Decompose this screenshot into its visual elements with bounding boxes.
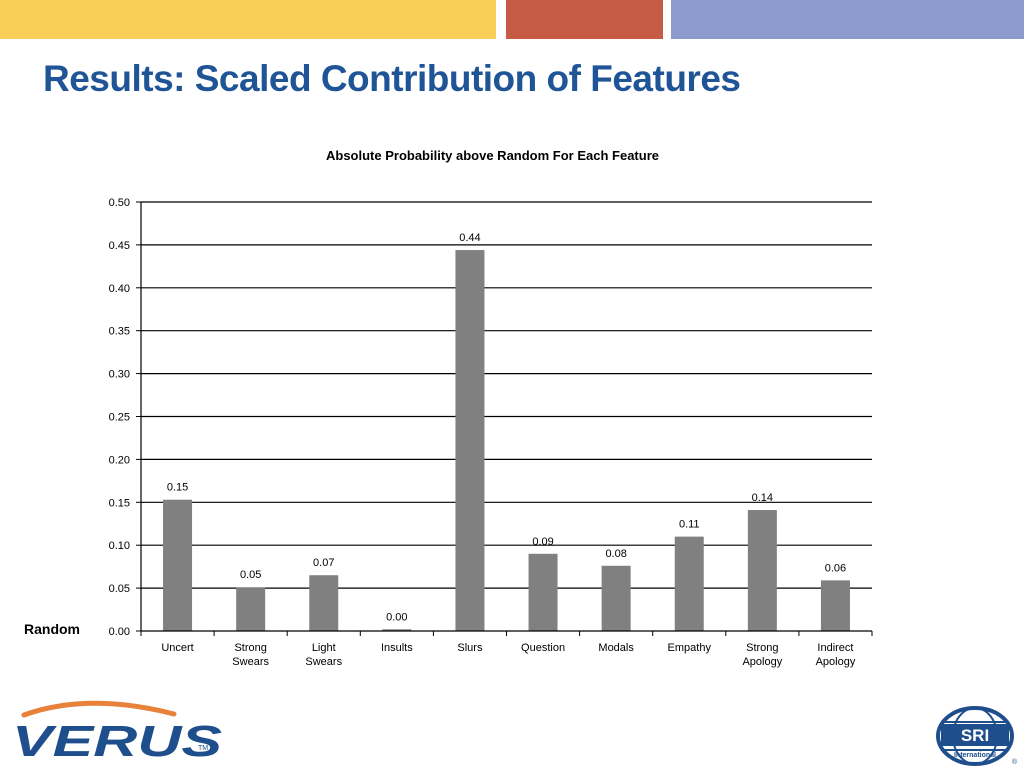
y-tick-label: 0.45 [109,240,130,252]
y-tick-label: 0.35 [109,326,130,338]
x-tick-label-line: Strong [234,642,266,654]
sri-international-logo: SRI International ® [936,706,1018,766]
data-label: 0.11 [679,519,700,531]
random-baseline-label: Random [24,621,80,637]
x-tick-label: Insults [381,642,413,654]
x-tick-label: Light Swears [305,642,342,668]
data-label: 0.05 [240,569,261,581]
x-tick-label: Question [521,642,565,654]
data-label: 0.15 [167,482,188,494]
bar [601,565,631,631]
bar [674,536,704,631]
x-tick-label-line: Empathy [668,642,712,654]
x-tick-label-line: Apology [742,656,782,668]
y-tick-label: 0.50 [109,197,130,209]
x-tick-label-line: Uncert [161,642,193,654]
x-tick-label-line: Swears [232,656,269,668]
verus-trademark: TM [198,745,208,752]
x-tick-label: Indirect Apology [816,642,856,668]
sri-logo-text: SRI [961,726,989,745]
y-tick-label: 0.05 [109,583,130,595]
header-band-yellow [0,0,496,39]
data-label: 0.09 [532,536,553,548]
bar [455,250,485,631]
x-tick-label-line: Apology [816,656,856,668]
x-tick-label-line: Slurs [457,642,483,654]
x-tick-label-line: Insults [381,642,413,654]
y-tick-label: 0.00 [109,626,130,638]
x-tick-label-line: Light [312,642,336,654]
x-tick-label-line: Modals [598,642,634,654]
bar [382,629,412,631]
sri-logo-subtext: International [954,752,996,759]
header-band-blue [671,0,1024,39]
data-label: 0.06 [825,562,846,574]
y-tick-label: 0.25 [109,412,130,424]
data-label: 0.07 [313,557,334,569]
slide-title: Results: Scaled Contribution of Features [43,58,741,99]
x-tick-label-line: Question [521,642,565,654]
x-tick-label-line: Swears [305,656,342,668]
bar [528,553,558,631]
bar [236,587,266,631]
data-label: 0.00 [386,611,407,623]
verus-logo: VERUS TM [12,700,222,764]
y-tick-label: 0.20 [109,454,130,466]
chart-title: Absolute Probability above Random For Ea… [326,148,659,163]
y-tick-label: 0.30 [109,369,130,381]
x-tick-label: Modals [598,642,634,654]
y-tick-label: 0.10 [109,540,130,552]
x-tick-label: Uncert [161,642,193,654]
data-label: 0.44 [459,232,480,244]
x-tick-label: Strong Swears [232,642,269,668]
bar [309,575,339,631]
x-tick-label: Slurs [457,642,483,654]
verus-logo-text: VERUS [12,717,222,764]
bar-chart: Absolute Probability above Random For Ea… [109,148,873,668]
y-tick-label: 0.40 [109,283,130,295]
x-tick-label: Strong Apology [742,642,782,668]
bar [747,510,777,631]
data-label: 0.14 [752,492,773,504]
bar [163,499,193,631]
sri-registered-mark: ® [1012,758,1018,766]
x-tick-label-line: Indirect [817,642,853,654]
bar [820,580,850,631]
x-tick-label: Empathy [668,642,712,654]
y-tick-label: 0.15 [109,497,130,509]
x-tick-label-line: Strong [746,642,778,654]
data-label: 0.08 [605,548,626,560]
header-band-red [506,0,663,39]
